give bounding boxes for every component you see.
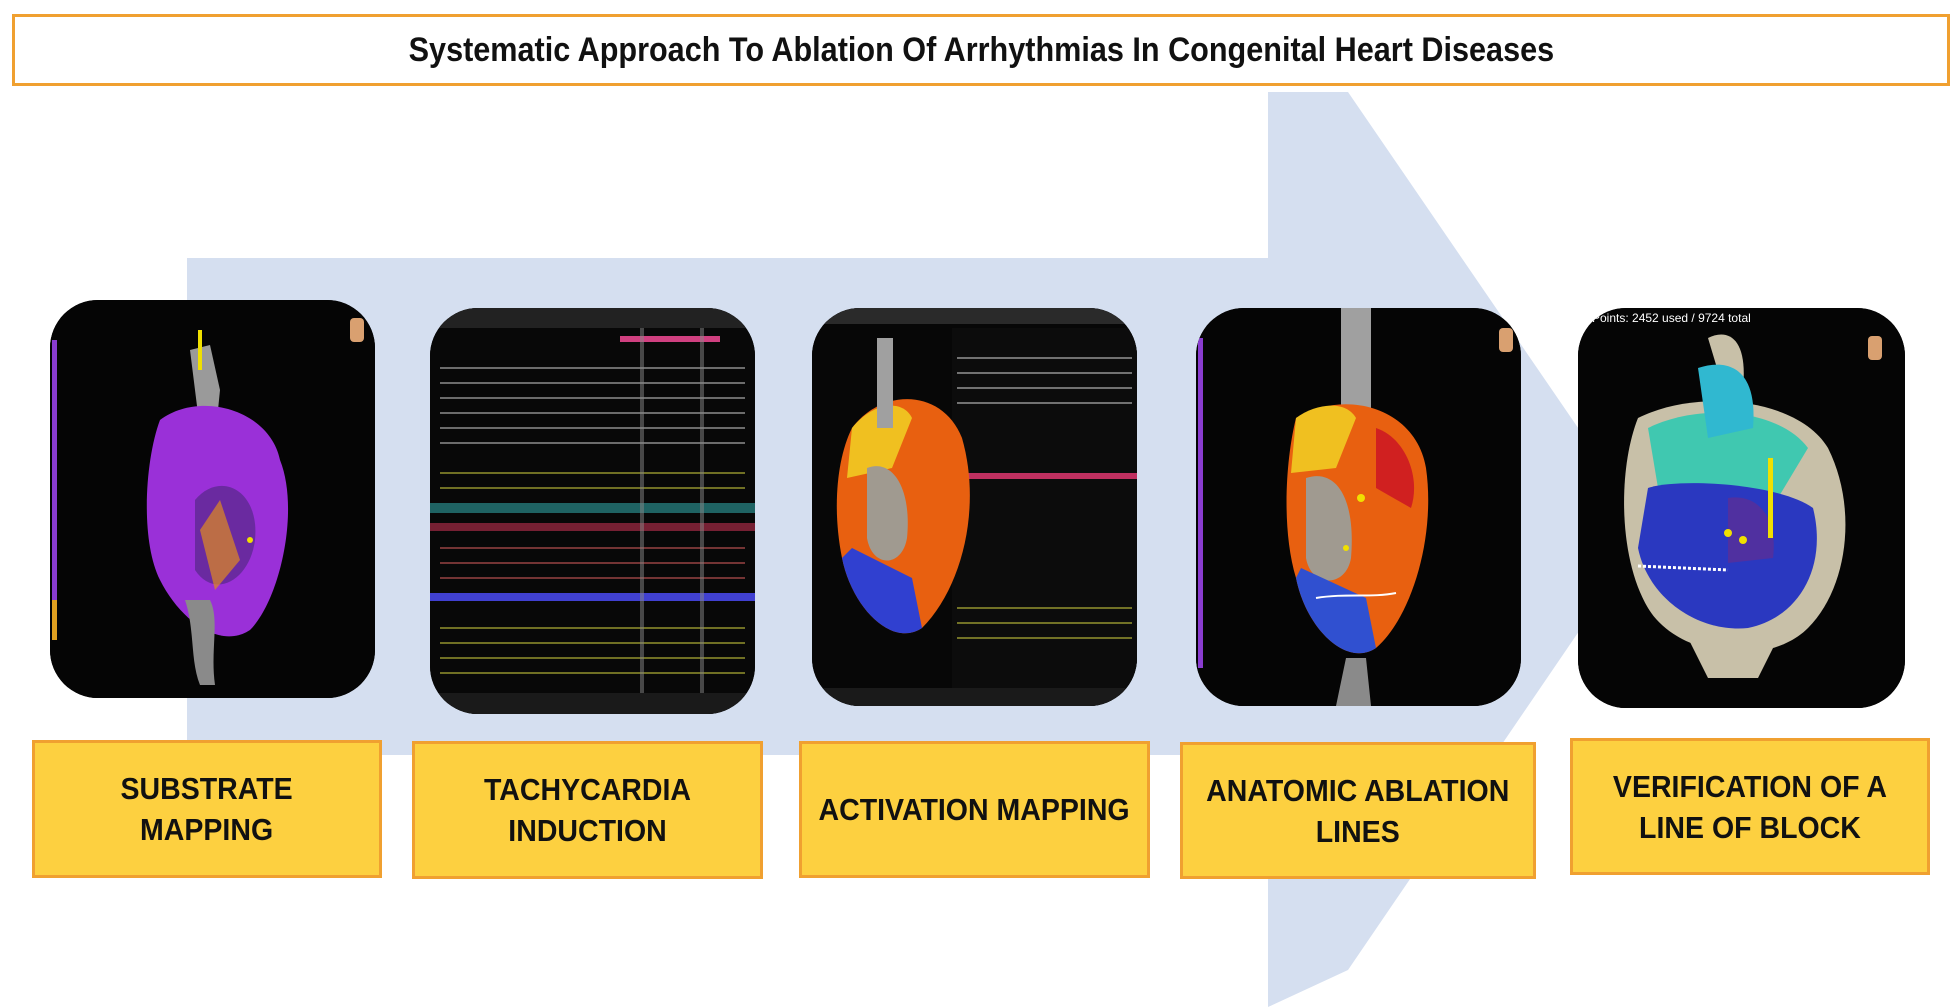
diagram-title: Systematic Approach To Ablation Of Arrhy… [408, 30, 1554, 69]
title-box: Systematic Approach To Ablation Of Arrhy… [12, 14, 1950, 86]
step-label-text: ANATOMIC ABLATION LINES [1206, 772, 1510, 849]
step-label-substrate-mapping: SUBSTRATE MAPPING [32, 740, 382, 878]
substrate-map-image [50, 300, 375, 698]
step-label-text: TACHYCARDIA INDUCTION [483, 772, 692, 848]
step-label-activation-mapping: ACTIVATION MAPPING [799, 741, 1150, 878]
step-label-text: VERIFICATION OF A LINE OF BLOCK [1612, 768, 1888, 845]
panel-verification: Points: 2452 used / 9724 total [1578, 308, 1905, 708]
points-readout: Points: 2452 used / 9724 total [1592, 311, 1751, 325]
step-label-tachycardia-induction: TACHYCARDIA INDUCTION [412, 741, 763, 879]
electrogram-image [430, 308, 755, 714]
ablation-map-image [1196, 308, 1521, 706]
step-label-anatomic-ablation: ANATOMIC ABLATION LINES [1180, 742, 1536, 879]
step-label-text: SUBSTRATE MAPPING [120, 771, 294, 847]
panel-substrate-mapping [50, 300, 375, 698]
step-label-verification: VERIFICATION OF A LINE OF BLOCK [1570, 738, 1930, 875]
step-label-text: ACTIVATION MAPPING [818, 792, 1131, 827]
panel-activation-mapping [812, 308, 1137, 706]
activation-map-image [812, 308, 1137, 706]
panel-anatomic-ablation [1196, 308, 1521, 706]
panel-tachycardia-induction [430, 308, 755, 714]
line-of-block-map-image: Points: 2452 used / 9724 total [1578, 308, 1905, 708]
